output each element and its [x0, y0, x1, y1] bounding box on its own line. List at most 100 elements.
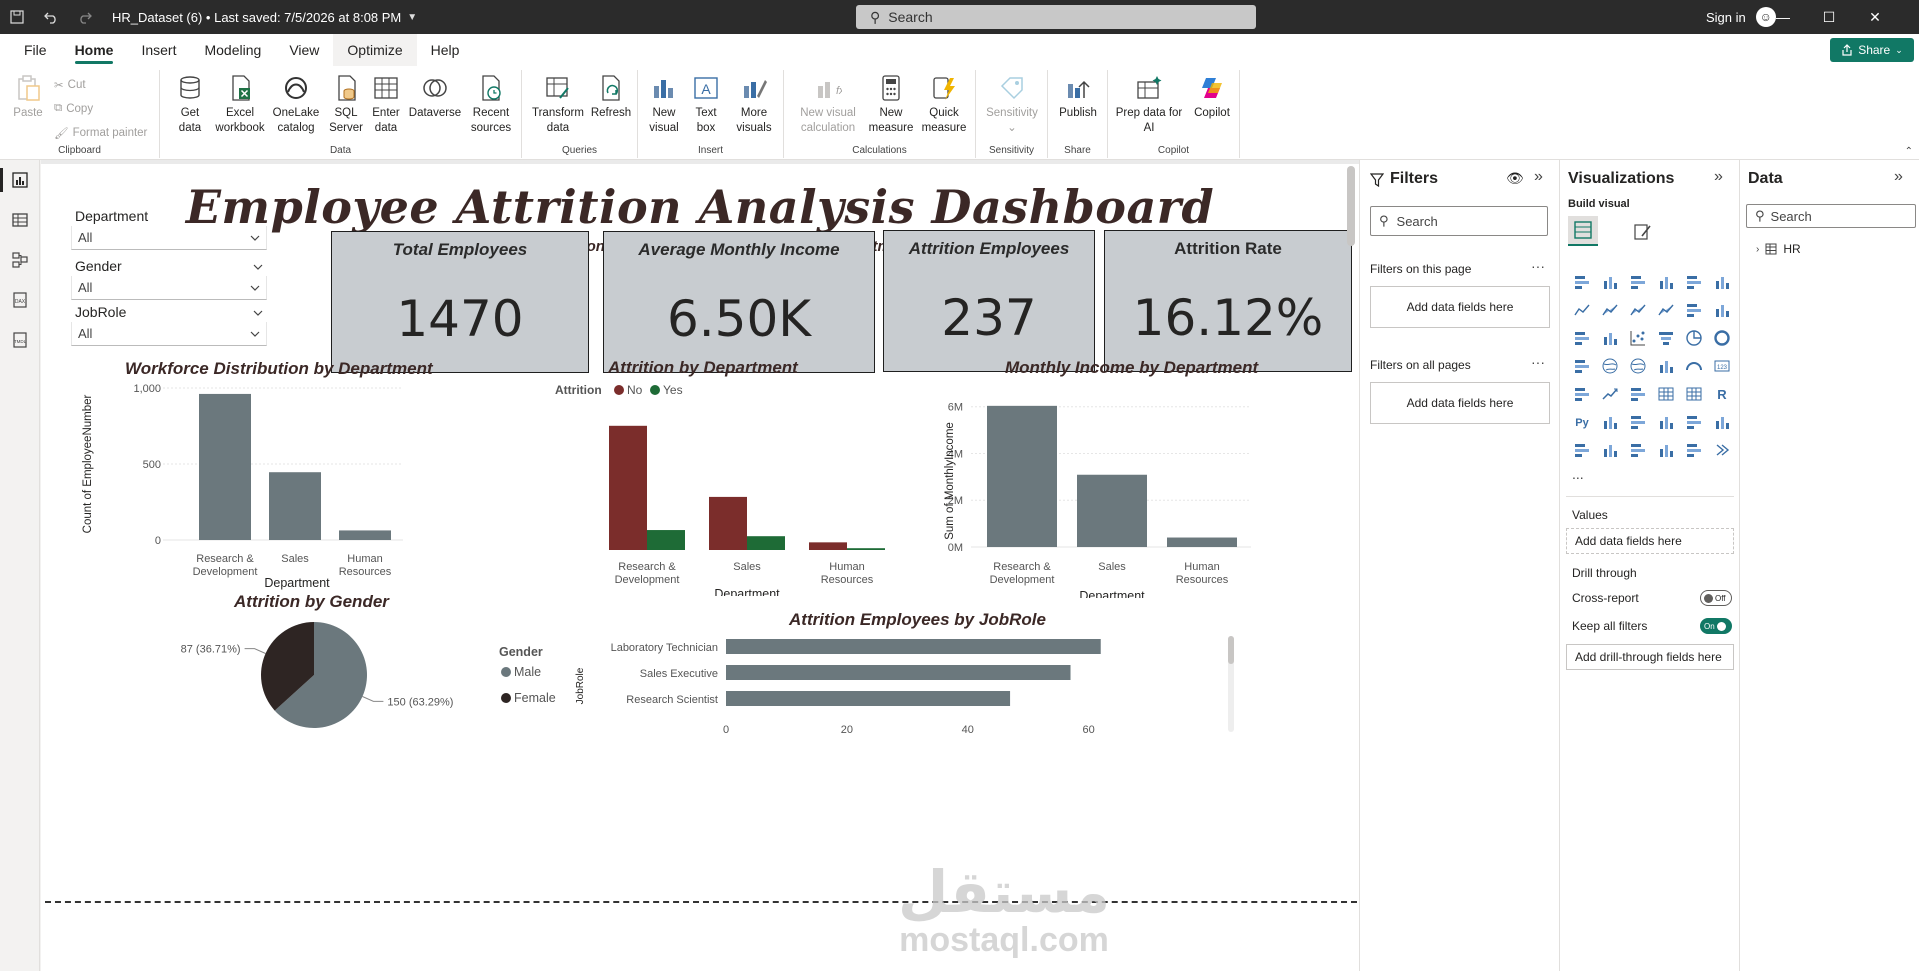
global-search-input[interactable]: ⚲ Search — [856, 5, 1256, 29]
transform-data-button[interactable]: Transform data — [530, 74, 586, 136]
redo-icon[interactable] — [68, 0, 102, 34]
monthly-income-chart[interactable]: 0M 2M 4M 6M Research &Development Sales HumanR… — [921, 376, 1351, 598]
100-stacked-area-chart-icon[interactable] — [1652, 296, 1680, 324]
more-options-icon[interactable]: ··· — [1531, 258, 1545, 274]
model-view-icon[interactable] — [0, 240, 40, 280]
recent-sources-button[interactable]: Recent sources — [464, 74, 518, 136]
share-button[interactable]: Share ⌄ — [1830, 38, 1914, 62]
sensitivity-button[interactable]: Sensitivity ⌄ — [982, 74, 1042, 136]
gender-slicer-collapse-icon[interactable] — [253, 262, 263, 272]
report-view-icon[interactable] — [0, 160, 40, 200]
new-visual-calculation-button[interactable]: fx New visual calculation — [794, 74, 862, 136]
power-apps-icon[interactable] — [1568, 436, 1596, 464]
more-options-icon[interactable]: ··· — [1531, 354, 1545, 370]
kpi-icon[interactable] — [1596, 380, 1624, 408]
keep-all-filters-toggle[interactable]: On — [1700, 618, 1732, 634]
new-measure-button[interactable]: New measure — [866, 74, 916, 136]
data-search-input[interactable]: ⚲ Search — [1746, 204, 1916, 228]
tmdl-view-icon[interactable]: TMDL — [0, 320, 40, 360]
more-chevron-icon[interactable] — [1708, 436, 1736, 464]
stacked-bar-chart-icon[interactable] — [1568, 268, 1596, 296]
sign-in-label[interactable]: Sign in — [1706, 9, 1746, 25]
metrics-icon[interactable] — [1624, 436, 1652, 464]
kpi-card-average-monthly-income[interactable]: Average Monthly Income 6.50K — [603, 231, 875, 373]
matrix-icon[interactable] — [1680, 380, 1708, 408]
values-drop-zone[interactable]: Add data fields here — [1566, 528, 1734, 554]
jobrole-slicer-dropdown[interactable]: All — [71, 322, 267, 346]
more-visuals-ellipsis[interactable]: ... — [1572, 466, 1584, 482]
decomposition-tree-icon[interactable] — [1624, 408, 1652, 436]
100-stacked-bar-chart-icon[interactable] — [1680, 268, 1708, 296]
attrition-by-gender-chart[interactable]: 150 (63.29%) 87 (36.71%) Gender Male Female — [101, 614, 571, 734]
undo-icon[interactable] — [34, 0, 68, 34]
donut-chart-icon[interactable] — [1708, 324, 1736, 352]
prep-data-for-ai-button[interactable]: Prep data for AI — [1112, 74, 1186, 136]
stacked-column-chart-icon[interactable] — [1596, 268, 1624, 296]
workforce-distribution-chart[interactable]: 0 500 1,000 Research &Development Sales Human… — [81, 376, 511, 590]
pie-chart-icon[interactable] — [1680, 324, 1708, 352]
text-box-button[interactable]: A Text box — [686, 74, 726, 136]
file-title[interactable]: HR_Dataset (6) • Last saved: 7/5/2026 at… — [112, 9, 402, 25]
file-menu-caret-icon[interactable]: ▼ — [407, 11, 418, 23]
clustered-bar-chart-icon[interactable] — [1624, 268, 1652, 296]
excel-workbook-button[interactable]: Excel workbook — [212, 74, 268, 136]
attrition-by-jobrole-chart[interactable]: Laboratory Technician Sales Executive Rese… — [571, 630, 1291, 740]
r-visual-icon[interactable]: R — [1708, 380, 1736, 408]
format-painter-button[interactable]: 🖌 Format painter — [54, 126, 147, 140]
publish-button[interactable]: Publish — [1054, 74, 1102, 121]
map-icon[interactable] — [1596, 352, 1624, 380]
waterfall-chart-icon[interactable] — [1596, 324, 1624, 352]
collapse-ribbon-icon[interactable]: ⌃ — [1904, 146, 1913, 157]
multi-row-card-icon[interactable] — [1568, 380, 1596, 408]
eye-icon[interactable]: 👁 — [1506, 170, 1524, 186]
jobrole-chart-scroll-thumb[interactable] — [1228, 636, 1234, 664]
stacked-area-chart-icon[interactable] — [1624, 296, 1652, 324]
filters-all-pages-drop-zone[interactable]: Add data fields here — [1370, 382, 1550, 424]
cut-button[interactable]: ✂ Cut — [54, 78, 86, 92]
dataverse-button[interactable]: Dataverse — [406, 74, 464, 121]
new-slicer-icon[interactable] — [1680, 436, 1708, 464]
jobrole-chart-scroll-track[interactable] — [1228, 636, 1234, 732]
cross-report-toggle[interactable]: Off — [1700, 590, 1732, 606]
filters-page-drop-zone[interactable]: Add data fields here — [1370, 286, 1550, 328]
filters-search-input[interactable]: ⚲ Search — [1370, 206, 1548, 236]
azure-map-icon[interactable] — [1652, 352, 1680, 380]
dax-query-view-icon[interactable]: DAX — [0, 280, 40, 320]
more-visuals-button[interactable]: More visuals — [728, 74, 780, 136]
account-avatar-icon[interactable]: ☺ — [1755, 7, 1776, 27]
menu-view[interactable]: View — [289, 42, 320, 58]
treemap-icon[interactable] — [1568, 352, 1596, 380]
python-visual-icon[interactable]: Py — [1568, 408, 1596, 436]
canvas-vertical-scrollbar[interactable] — [1347, 166, 1355, 246]
quick-measure-button[interactable]: Quick measure — [918, 74, 970, 136]
collapse-visualizations-icon[interactable]: » — [1714, 168, 1723, 185]
clustered-column-chart-icon[interactable] — [1652, 268, 1680, 296]
copy-button[interactable]: ⧉ Copy — [54, 102, 93, 115]
gauge-icon[interactable] — [1680, 352, 1708, 380]
sql-server-button[interactable]: SQL Server — [326, 74, 366, 136]
line-stacked-column-icon[interactable] — [1680, 296, 1708, 324]
attrition-by-department-chart[interactable]: Attrition No Yes Research &Development Sales… — [501, 376, 901, 596]
key-influencers-icon[interactable] — [1596, 408, 1624, 436]
sign-in-area[interactable]: Sign in ☺ — [1706, 0, 1776, 34]
kpi-card-total-employees[interactable]: Total Employees 1470 — [331, 231, 589, 373]
department-slicer-dropdown[interactable]: All — [71, 226, 267, 250]
filled-map-icon[interactable] — [1624, 352, 1652, 380]
qa-icon[interactable] — [1652, 408, 1680, 436]
power-automate-icon[interactable] — [1596, 436, 1624, 464]
menu-home[interactable]: Home — [61, 34, 128, 66]
onelake-catalog-button[interactable]: OneLake catalog — [268, 74, 324, 136]
menu-help[interactable]: Help — [430, 42, 460, 58]
data-table-hr[interactable]: › HR — [1756, 242, 1801, 256]
kpi-card-attrition-employees[interactable]: Attrition Employees 237 — [883, 230, 1095, 372]
new-visual-button[interactable]: New visual — [644, 74, 684, 136]
slicer-icon[interactable] — [1624, 380, 1652, 408]
line-clustered-column-icon[interactable] — [1708, 296, 1736, 324]
drill-through-drop-zone[interactable]: Add drill-through fields here — [1566, 644, 1734, 670]
copilot-button[interactable]: Copilot — [1188, 74, 1236, 121]
kpi-card-attrition-rate[interactable]: Attrition Rate 16.12% — [1104, 230, 1352, 372]
gender-slicer-dropdown[interactable]: All — [71, 276, 267, 300]
card-icon[interactable]: 123 — [1708, 352, 1736, 380]
refresh-button[interactable]: Refresh — [588, 74, 634, 121]
scatter-chart-icon[interactable] — [1624, 324, 1652, 352]
